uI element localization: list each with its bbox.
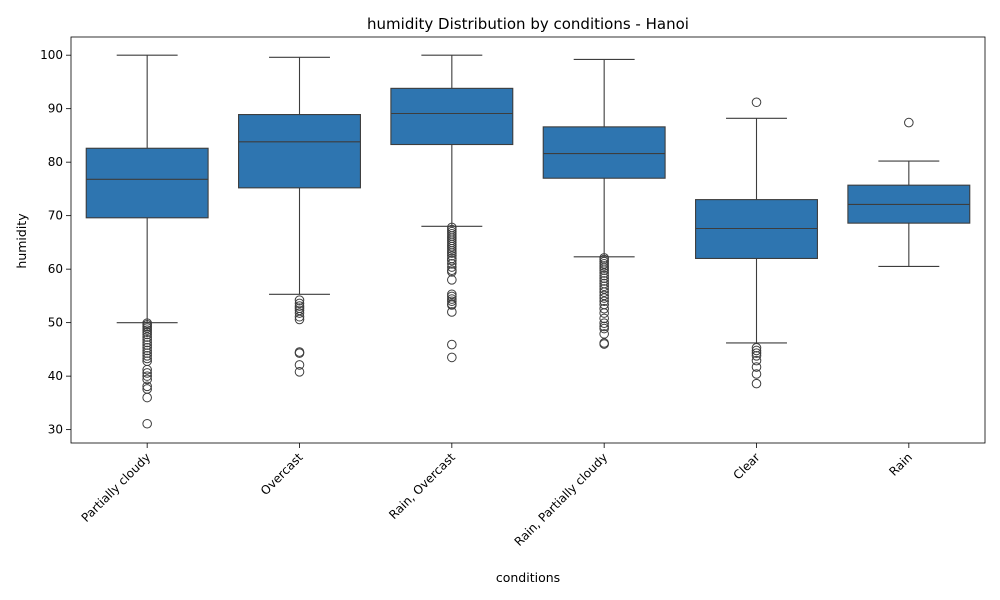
x-tick-label: Rain, Partially cloudy bbox=[512, 450, 611, 549]
outlier-point bbox=[599, 339, 609, 349]
x-tick-label: Rain bbox=[886, 450, 915, 479]
outlier-point bbox=[447, 262, 457, 272]
outlier-point bbox=[447, 248, 457, 258]
outlier-point bbox=[447, 294, 457, 304]
outlier-point bbox=[447, 259, 457, 269]
y-tick-label: 30 bbox=[48, 423, 63, 437]
outlier-point bbox=[599, 321, 609, 332]
outlier-point bbox=[142, 374, 152, 385]
outlier-point bbox=[599, 323, 609, 334]
outlier-point bbox=[142, 368, 152, 378]
outlier-point bbox=[599, 265, 609, 276]
outlier-point bbox=[751, 362, 762, 372]
outlier-point bbox=[142, 418, 152, 429]
outlier-point bbox=[599, 261, 609, 271]
y-tick-label: 40 bbox=[48, 369, 63, 383]
box bbox=[85, 147, 209, 219]
outlier-point bbox=[142, 342, 152, 353]
outlier-point bbox=[142, 381, 152, 392]
outlier-point bbox=[599, 313, 609, 324]
y-tick-label: 100 bbox=[40, 48, 63, 62]
outlier-point bbox=[447, 275, 457, 285]
box bbox=[238, 114, 361, 189]
y-tick-label: 70 bbox=[48, 209, 63, 223]
outlier-point bbox=[294, 308, 305, 318]
outlier-point bbox=[751, 345, 762, 356]
plot-frame bbox=[70, 36, 986, 444]
outlier-point bbox=[447, 352, 457, 363]
outlier-point bbox=[751, 342, 762, 353]
outlier-point bbox=[294, 314, 305, 325]
outlier-point bbox=[142, 348, 152, 358]
x-tick-label: Overcast bbox=[258, 450, 306, 498]
outlier-point bbox=[142, 371, 152, 381]
outlier-point bbox=[599, 303, 609, 314]
outlier-point bbox=[751, 97, 762, 108]
outlier-point bbox=[751, 369, 762, 379]
outlier-point bbox=[142, 364, 152, 375]
outlier-point bbox=[447, 300, 457, 310]
x-tick-label: Partially cloudy bbox=[79, 450, 154, 525]
y-axis-label: humidity bbox=[14, 213, 29, 269]
outlier-point bbox=[142, 334, 152, 345]
outlier-point bbox=[599, 270, 609, 281]
outlier-point bbox=[599, 308, 609, 318]
x-tick-label: Clear bbox=[731, 450, 763, 482]
outlier-point bbox=[751, 348, 762, 358]
outlier-point bbox=[142, 392, 152, 403]
outlier-point bbox=[447, 296, 457, 307]
outlier-point bbox=[142, 327, 152, 338]
outlier-point bbox=[751, 378, 762, 389]
y-tick-label: 50 bbox=[48, 316, 63, 330]
outlier-point bbox=[294, 301, 305, 311]
outlier-point bbox=[142, 351, 152, 361]
x-tick-label: Rain, Overcast bbox=[386, 450, 458, 522]
outlier-point bbox=[447, 246, 457, 256]
outlier-point bbox=[904, 117, 914, 128]
outlier-point bbox=[447, 307, 457, 317]
outlier-point bbox=[447, 250, 457, 261]
outlier-point bbox=[142, 332, 152, 342]
outlier-point bbox=[447, 289, 457, 300]
outlier-point bbox=[142, 329, 152, 340]
box bbox=[542, 126, 666, 179]
y-tick-label: 80 bbox=[48, 155, 63, 169]
outlier-point bbox=[599, 263, 609, 273]
outlier-point bbox=[142, 337, 152, 348]
outlier-point bbox=[294, 311, 305, 322]
outlier-point bbox=[447, 255, 457, 266]
box bbox=[390, 87, 514, 146]
outlier-point bbox=[294, 348, 305, 358]
outlier-point bbox=[294, 295, 305, 305]
outlier-point bbox=[142, 325, 152, 335]
outlier-point bbox=[447, 244, 457, 254]
outlier-point bbox=[447, 339, 457, 350]
y-tick-label: 90 bbox=[48, 102, 63, 116]
outlier-point bbox=[599, 318, 609, 328]
outlier-point bbox=[294, 298, 305, 309]
chart-title: humidity Distribution by conditions - Ha… bbox=[367, 15, 689, 33]
outlier-point bbox=[751, 355, 762, 366]
outlier-point bbox=[599, 293, 609, 303]
outlier-point bbox=[294, 303, 305, 314]
outlier-point bbox=[447, 267, 457, 277]
outlier-point bbox=[751, 351, 762, 361]
outlier-point bbox=[599, 296, 609, 307]
outlier-point bbox=[142, 340, 152, 350]
outlier-point bbox=[599, 273, 609, 284]
outlier-point bbox=[294, 367, 305, 377]
outlier-point bbox=[142, 345, 152, 356]
outlier-point bbox=[142, 353, 152, 364]
x-axis-label: conditions bbox=[496, 570, 560, 585]
outlier-point bbox=[599, 268, 609, 278]
outlier-point bbox=[294, 360, 305, 370]
y-tick-label: 60 bbox=[48, 262, 63, 276]
plot-area: 30 40 50 60 70 80 90 100 Partially cloudy Overcas… bbox=[40, 36, 986, 549]
outlier-point bbox=[599, 276, 609, 286]
